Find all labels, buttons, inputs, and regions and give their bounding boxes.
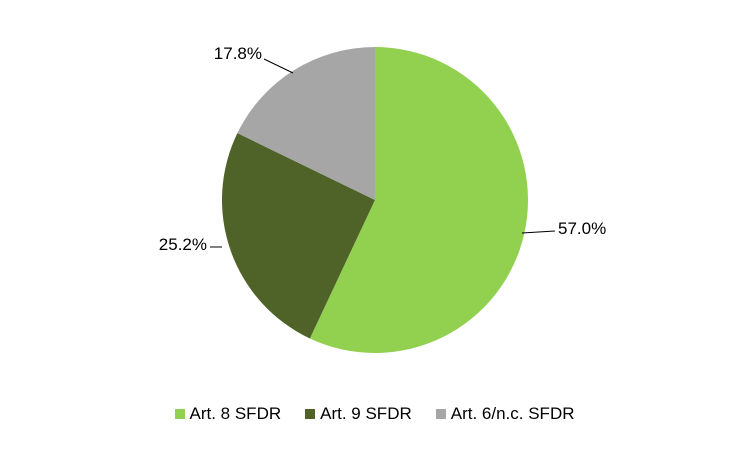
leader-line-art8 xyxy=(521,230,556,234)
legend-swatch-art6 xyxy=(435,409,446,419)
leader-lines xyxy=(210,58,556,248)
slice-art8 xyxy=(309,47,529,353)
legend-item-art8: Art. 8 SFDR xyxy=(174,404,282,424)
legend-swatch-art9 xyxy=(305,409,316,419)
data-label-art6: 17.8% xyxy=(214,44,262,63)
legend-item-art6: Art. 6/n.c. SFDR xyxy=(435,404,575,424)
legend: Art. 8 SFDR Art. 9 SFDR Art. 6/n.c. SFDR xyxy=(0,404,749,424)
slice-art9 xyxy=(221,133,375,339)
pie-slices xyxy=(221,47,529,353)
leader-line-art6 xyxy=(263,58,294,74)
legend-label-art8: Art. 8 SFDR xyxy=(189,404,282,423)
data-labels: 57.0% 25.2% 17.8% xyxy=(159,44,606,254)
legend-item-art9: Art. 9 SFDR xyxy=(305,404,412,424)
legend-label-art6: Art. 6/n.c. SFDR xyxy=(450,404,575,423)
data-label-art8: 57.0% xyxy=(558,219,606,238)
legend-swatch-art8 xyxy=(174,409,185,419)
legend-label-art9: Art. 9 SFDR xyxy=(320,404,412,423)
slice-art6 xyxy=(237,47,375,200)
data-label-art9: 25.2% xyxy=(159,235,207,254)
